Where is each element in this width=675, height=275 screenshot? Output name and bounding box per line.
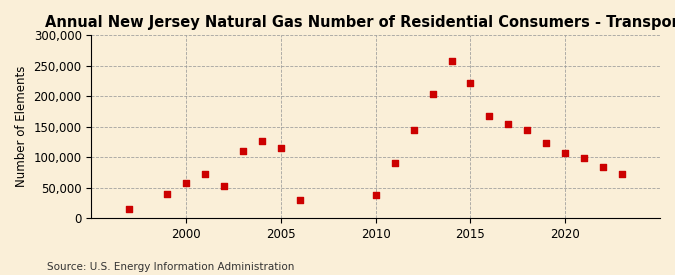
Point (389, 160, 400, 165)
Point (617, 171, 628, 176)
Point (541, 140, 551, 145)
Point (275, 146, 286, 150)
Y-axis label: Number of Elements: Number of Elements (15, 66, 28, 187)
Point (162, 191, 173, 196)
Point (200, 172, 211, 176)
Point (465, 81, 476, 85)
Point (181, 180, 192, 185)
Point (371, 193, 381, 198)
Point (484, 114, 495, 119)
Point (560, 151, 570, 156)
Point (446, 59, 457, 63)
Point (598, 165, 609, 169)
Point (219, 184, 230, 189)
Point (578, 156, 589, 161)
Point (503, 122, 514, 126)
Point (256, 139, 267, 143)
Point (408, 128, 419, 132)
Title: Annual New Jersey Natural Gas Number of Residential Consumers - Transported: Annual New Jersey Natural Gas Number of … (45, 15, 675, 30)
Point (238, 149, 248, 153)
Text: Source: U.S. Energy Information Administration: Source: U.S. Energy Information Administ… (47, 262, 294, 272)
Point (124, 207, 135, 211)
Point (427, 92, 438, 96)
Point (294, 197, 305, 202)
Point (522, 128, 533, 132)
